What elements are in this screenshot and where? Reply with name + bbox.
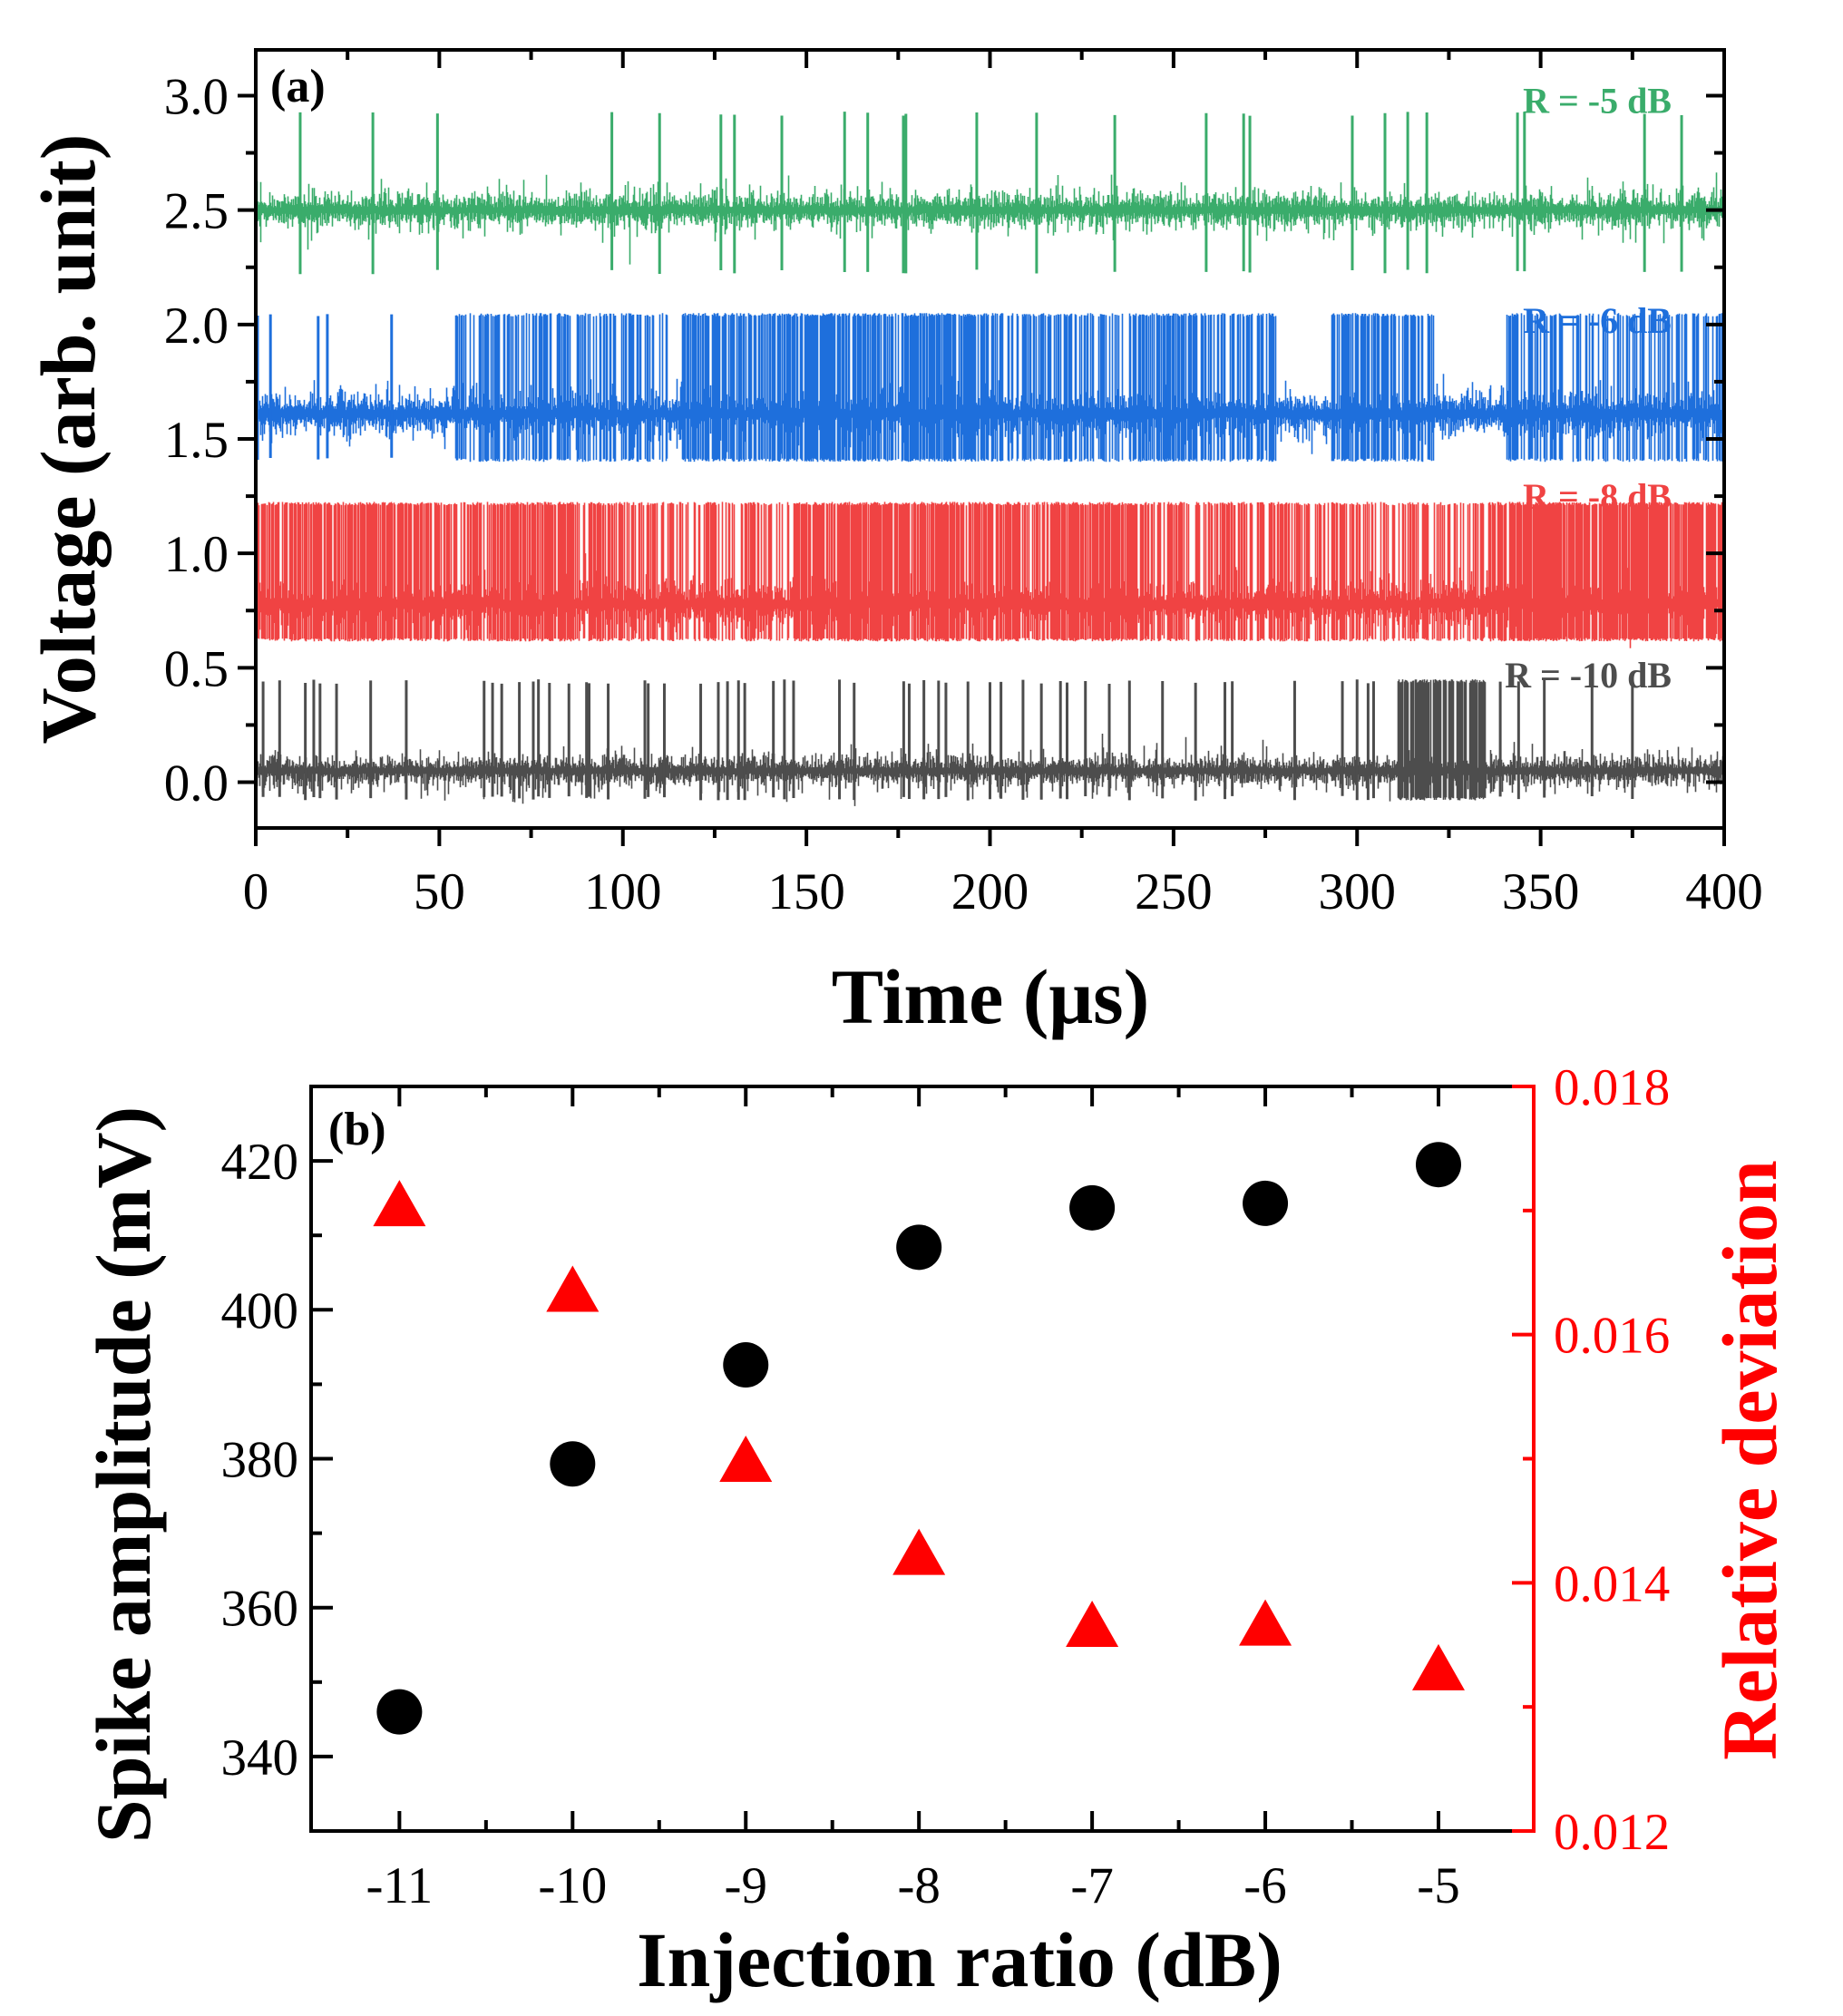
x-tick-label: -9 — [725, 1857, 767, 1914]
x-axis-title-a: Time (μs) — [832, 953, 1150, 1040]
y-tick-label-right: 0.014 — [1554, 1555, 1670, 1612]
x-axis-title-b: Injection ratio (dB) — [637, 1916, 1282, 2003]
circle-point — [896, 1224, 942, 1271]
axis-ticks-b: -11 -10 -9 -8 -7 -6 -5 340 360 380 400 420 0.012 0.01… — [221, 1059, 1671, 1914]
x-tick-label: 350 — [1502, 863, 1580, 920]
panel-label-a: (a) — [270, 61, 326, 112]
x-tick-label: 300 — [1319, 863, 1397, 920]
trace-r-10-db — [258, 679, 1722, 806]
y-tick-label-left: 360 — [221, 1581, 299, 1638]
y-tick-label: 3.0 — [164, 68, 229, 125]
circle-point — [723, 1342, 769, 1388]
y-axis-title-a: Voltage (arb. unit) — [24, 134, 112, 745]
x-tick-label: -7 — [1070, 1857, 1113, 1914]
y-tick-label-left: 380 — [221, 1432, 299, 1489]
triangle-point — [1066, 1600, 1119, 1647]
scatter-points — [373, 1142, 1465, 1735]
y-axis-title-b-left: Spike amplitude (mV) — [80, 1106, 167, 1843]
trace-label: R = -10 dB — [1505, 655, 1672, 696]
axis-ticks-a: 0.0 0.5 1.0 1.5 2.0 2.5 3.0 0 50 100 150 200 250 300 3… — [164, 50, 1763, 920]
x-tick-label: -10 — [538, 1857, 607, 1914]
series-spike-amplitude — [376, 1142, 1461, 1735]
y-tick-label: 0.5 — [164, 640, 229, 697]
y-tick-label: 2.5 — [164, 183, 229, 240]
circle-point — [1415, 1142, 1461, 1188]
x-tick-label: 50 — [414, 863, 465, 920]
trace-label: R = -5 dB — [1523, 81, 1672, 122]
trace-label: R = -6 dB — [1523, 300, 1672, 341]
y-tick-label: 1.5 — [164, 412, 229, 469]
trace-label: R = -8 dB — [1523, 476, 1672, 517]
circle-point — [1243, 1180, 1289, 1226]
trace-noise — [258, 313, 1722, 463]
triangle-point — [1411, 1643, 1465, 1690]
x-tick-label: 150 — [767, 863, 845, 920]
x-tick-label: 100 — [584, 863, 662, 920]
x-tick-label: -8 — [897, 1857, 940, 1914]
y-axis-title-b-right: Relative deviation — [1706, 1160, 1793, 1760]
circle-point — [550, 1441, 596, 1487]
y-tick-label-right: 0.018 — [1554, 1059, 1670, 1116]
triangle-point — [1239, 1599, 1292, 1646]
x-tick-label: -11 — [366, 1857, 433, 1914]
circle-point — [1069, 1184, 1116, 1231]
plot-frame-b — [309, 1085, 1536, 1833]
x-tick-label: 0 — [243, 863, 269, 920]
trace-r-5-db — [258, 112, 1722, 275]
x-tick-label: 200 — [951, 863, 1029, 920]
x-tick-label: 250 — [1135, 863, 1213, 920]
y-tick-label: 2.0 — [164, 297, 229, 355]
y-tick-label-left: 340 — [221, 1729, 299, 1787]
x-tick-label: 400 — [1685, 863, 1763, 920]
trace-noise — [258, 502, 1722, 648]
y-tick-label-right: 0.012 — [1554, 1804, 1670, 1861]
y-tick-label-right: 0.016 — [1554, 1308, 1670, 1365]
triangle-point — [546, 1265, 600, 1312]
panel-a: 0.0 0.5 1.0 1.5 2.0 2.5 3.0 0 50 100 150 200 250 300 3… — [24, 48, 1763, 1040]
series-relative-deviation — [373, 1180, 1465, 1690]
triangle-point — [373, 1180, 426, 1227]
panel-label-b: (b) — [328, 1104, 386, 1155]
voltage-traces — [258, 112, 1722, 806]
x-tick-label: -5 — [1417, 1857, 1459, 1914]
triangle-point — [892, 1528, 946, 1575]
y-tick-label: 1.0 — [164, 526, 229, 583]
trace-r-6-db — [258, 313, 1722, 463]
trace-r-8-db — [258, 502, 1722, 648]
y-tick-label: 0.0 — [164, 755, 229, 813]
triangle-point — [719, 1436, 773, 1482]
y-tick-label-left: 400 — [221, 1282, 299, 1339]
trace-labels: R = -5 dB R = -6 dB R = -8 dB R = -10 dB — [1505, 81, 1672, 696]
x-tick-label: -6 — [1243, 1857, 1286, 1914]
trace-noise — [258, 172, 1722, 265]
y-tick-label-left: 420 — [221, 1134, 299, 1191]
circle-point — [376, 1689, 423, 1735]
panel-b: -11 -10 -9 -8 -7 -6 -5 340 360 380 400 420 0.012 0.01… — [80, 1059, 1793, 2003]
